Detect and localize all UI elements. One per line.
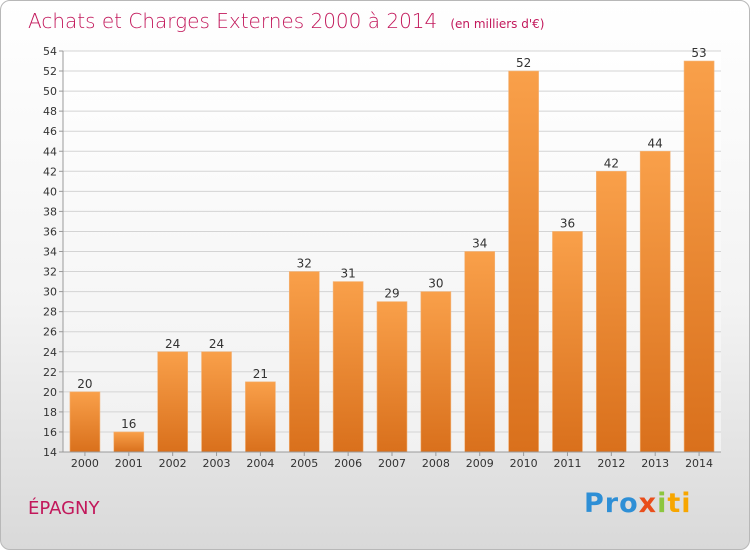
bar-2001 xyxy=(113,431,145,453)
y-tick-label: 18 xyxy=(43,406,57,419)
y-tick-label: 36 xyxy=(43,225,57,238)
bar-2012 xyxy=(596,171,627,453)
data-label-2006: 31 xyxy=(340,267,355,281)
data-label-2012: 42 xyxy=(604,156,619,170)
x-tick-label-2011: 2011 xyxy=(553,457,581,470)
y-tick-label: 20 xyxy=(43,386,57,399)
bar-2004 xyxy=(245,381,276,453)
x-tick-label-2009: 2009 xyxy=(466,457,494,470)
y-tick-label: 24 xyxy=(43,346,57,359)
y-tick-label: 28 xyxy=(43,306,57,319)
commune-name: ÉPAGNY xyxy=(28,498,100,519)
data-label-2009: 34 xyxy=(472,237,487,251)
logo-part-ti: ti xyxy=(667,488,692,519)
bar-2009 xyxy=(464,251,496,453)
chart-unit: (en milliers d'€) xyxy=(450,17,545,31)
y-tick-label: 48 xyxy=(43,105,57,118)
data-label-2014: 53 xyxy=(691,46,706,60)
bars xyxy=(69,60,715,453)
data-label-2008: 30 xyxy=(428,277,443,291)
y-tick-label: 30 xyxy=(43,286,57,299)
logo-part-pro: Pro xyxy=(584,488,639,519)
x-tick-label-2013: 2013 xyxy=(641,457,669,470)
x-tick-label-2012: 2012 xyxy=(597,457,625,470)
chart-title-block: Achats et Charges Externes 2000 à 2014 (… xyxy=(28,9,544,33)
x-tick-label-2005: 2005 xyxy=(290,457,318,470)
data-label-2013: 44 xyxy=(648,136,663,150)
bar-2007 xyxy=(376,301,408,453)
y-tick-label: 22 xyxy=(43,366,57,379)
x-tick-label-2003: 2003 xyxy=(203,457,231,470)
y-tick-label: 32 xyxy=(43,266,57,279)
x-tick-label-2007: 2007 xyxy=(378,457,406,470)
y-tick-label: 38 xyxy=(43,205,57,218)
logo-part-x: x xyxy=(638,488,658,519)
bar-2006 xyxy=(332,281,364,453)
bar-2005 xyxy=(288,271,320,453)
y-tick-label: 54 xyxy=(43,45,57,58)
y-tick-label: 16 xyxy=(43,426,57,439)
bar-2014 xyxy=(683,60,715,453)
proxiti-logo[interactable]: Proxiti xyxy=(584,488,692,519)
x-tick-label-2010: 2010 xyxy=(510,457,538,470)
y-tick-label: 44 xyxy=(43,145,57,158)
bar-2003 xyxy=(201,351,232,453)
x-tick-label-2004: 2004 xyxy=(246,457,274,470)
y-tick-label: 14 xyxy=(43,446,57,459)
bar-2008 xyxy=(420,291,452,453)
y-tick-label: 40 xyxy=(43,185,57,198)
y-axis-ticks: 14 16 18 20 22 24 26 28 30 32 34 36 38 40 42 44 46 48 50 52… xyxy=(43,45,63,459)
bar-2000 xyxy=(69,391,101,453)
x-tick-label-2006: 2006 xyxy=(334,457,362,470)
x-tick-label-2001: 2001 xyxy=(115,457,143,470)
data-label-2003: 24 xyxy=(209,337,224,351)
data-labels: 20 16 24 24 21 32 31 29 30 34 52 36 42 44 53 xyxy=(77,46,706,431)
bar-2010 xyxy=(508,70,539,453)
x-tick-label-2008: 2008 xyxy=(422,457,450,470)
data-label-2004: 21 xyxy=(253,367,268,381)
y-tick-label: 42 xyxy=(43,165,57,178)
x-tick-label-2000: 2000 xyxy=(71,457,99,470)
bar-2011 xyxy=(552,231,583,453)
y-tick-label: 46 xyxy=(43,125,57,138)
y-tick-label: 50 xyxy=(43,85,57,98)
x-tick-label-2014: 2014 xyxy=(685,457,713,470)
y-tick-label: 52 xyxy=(43,65,57,78)
chart-title: Achats et Charges Externes 2000 à 2014 xyxy=(28,9,438,33)
bar-2002 xyxy=(157,351,188,453)
data-label-2001: 16 xyxy=(121,417,136,431)
data-label-2000: 20 xyxy=(77,377,92,391)
data-label-2002: 24 xyxy=(165,337,180,351)
data-label-2007: 29 xyxy=(384,287,399,301)
data-label-2005: 32 xyxy=(297,257,312,271)
data-label-2010: 52 xyxy=(516,56,531,70)
data-label-2011: 36 xyxy=(560,216,575,230)
logo-part-i: i xyxy=(657,488,668,519)
x-axis-ticks: 2000 2001 2002 2003 2004 2005 2006 2007 2008 2009… xyxy=(71,452,713,470)
x-tick-label-2002: 2002 xyxy=(159,457,187,470)
bar-2013 xyxy=(639,150,671,453)
y-tick-label: 34 xyxy=(43,246,57,259)
y-tick-label: 26 xyxy=(43,326,57,339)
